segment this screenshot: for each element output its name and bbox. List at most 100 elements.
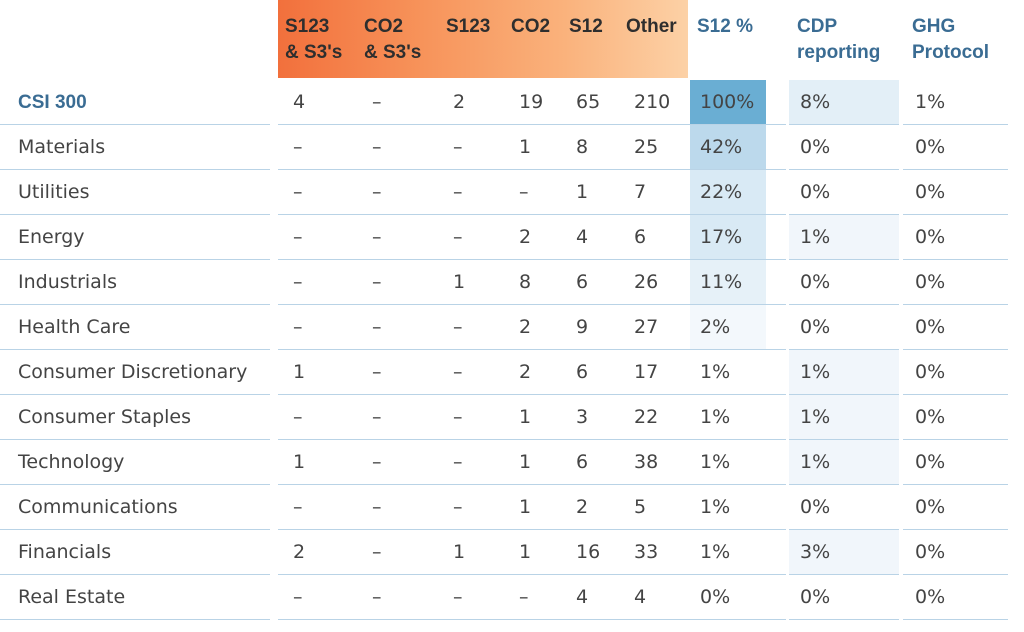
table-cell: –: [372, 136, 382, 158]
row-separator: [692, 259, 786, 260]
table-cell: 65: [576, 91, 601, 113]
row-label: CSI 300: [18, 92, 87, 113]
row-separator: [0, 484, 270, 485]
table-cell: –: [372, 271, 382, 293]
table-cell: –: [372, 586, 382, 608]
table-cell: –: [293, 181, 303, 203]
table-cell: 25: [634, 136, 659, 158]
column-header-line: S123: [446, 16, 491, 37]
table-cell: 1: [519, 451, 532, 473]
table-cell: 2: [519, 361, 532, 383]
table-cell: 4: [576, 226, 589, 248]
table-cell: 42%: [700, 136, 743, 158]
table-cell: –: [293, 316, 303, 338]
header-gradient-band: [278, 0, 688, 78]
table-cell: 4: [576, 586, 589, 608]
table-cell: 1%: [700, 451, 731, 473]
column-header-ghg-protocol-9: GHG Protocol: [912, 0, 989, 78]
column-header-s12-7: S12 %: [697, 0, 753, 78]
table-cell: 0%: [800, 496, 831, 518]
table-cell: –: [372, 91, 382, 113]
table-cell: 100%: [700, 91, 755, 113]
table-cell: –: [453, 361, 463, 383]
row-label: Materials: [18, 136, 106, 158]
s12-pct-heat-cell: [690, 170, 766, 214]
table-cell: 0%: [800, 136, 831, 158]
table-cell: 9: [576, 316, 589, 338]
table-cell: 19: [519, 91, 544, 113]
table-cell: 1: [519, 136, 532, 158]
table-cell: –: [293, 226, 303, 248]
table-cell: 2: [293, 541, 306, 563]
table-cell: 2: [576, 496, 589, 518]
row-separator: [692, 394, 786, 395]
table-cell: 1: [453, 541, 466, 563]
s12-pct-heat-cell: [690, 80, 766, 124]
table-cell: 1: [293, 361, 306, 383]
row-separator: [903, 394, 1008, 395]
table-cell: –: [453, 226, 463, 248]
table-cell: 0%: [915, 181, 946, 203]
table-cell: 4: [293, 91, 306, 113]
table-row: Materials – – – 1 8 25 42% 0% 0%: [0, 125, 1024, 170]
table-cell: 0%: [915, 406, 946, 428]
row-separator: [903, 619, 1008, 620]
row-separator: [278, 349, 692, 350]
table-cell: 38: [634, 451, 659, 473]
row-separator: [278, 484, 692, 485]
row-label: Energy: [18, 226, 85, 248]
row-separator: [903, 169, 1008, 170]
table-cell: 1%: [700, 361, 731, 383]
table-cell: –: [372, 451, 382, 473]
row-separator: [0, 214, 270, 215]
row-separator: [278, 169, 692, 170]
table-cell: 0%: [915, 451, 946, 473]
table-cell: 8: [576, 136, 589, 158]
row-separator: [278, 304, 692, 305]
table-cell: –: [372, 496, 382, 518]
row-separator: [692, 304, 786, 305]
row-separator: [278, 574, 692, 575]
row-separator: [692, 169, 786, 170]
index-row: CSI 300 4 – 2 19 65 210 100% 8% 1%: [0, 80, 1024, 125]
table-cell: 0%: [800, 181, 831, 203]
table-cell: –: [453, 316, 463, 338]
row-separator: [692, 439, 786, 440]
column-header-line: GHG: [912, 16, 956, 37]
s12-pct-heat-cell: [690, 305, 766, 349]
table-cell: 0%: [915, 136, 946, 158]
table-cell: 6: [634, 226, 647, 248]
row-separator: [692, 214, 786, 215]
row-separator: [789, 169, 899, 170]
column-header-s123-s3-s-1: S123 & S3's: [285, 0, 342, 78]
s12-pct-heat-cell: [690, 215, 766, 259]
row-separator: [0, 349, 270, 350]
table-cell: 6: [576, 271, 589, 293]
row-separator: [789, 529, 899, 530]
row-separator: [0, 304, 270, 305]
table-row: Financials 2 – 1 1 16 33 1% 3% 0%: [0, 530, 1024, 575]
row-separator: [278, 259, 692, 260]
table-cell: 1: [519, 406, 532, 428]
table-cell: 6: [576, 451, 589, 473]
row-separator: [692, 349, 786, 350]
row-separator: [278, 394, 692, 395]
table-cell: –: [293, 586, 303, 608]
row-separator: [789, 349, 899, 350]
table-cell: 1%: [800, 226, 831, 248]
table-cell: 1: [453, 271, 466, 293]
row-separator: [0, 439, 270, 440]
table-cell: 210: [634, 91, 671, 113]
table-cell: 1: [519, 496, 532, 518]
table-cell: –: [453, 496, 463, 518]
column-header-line: & S3's: [285, 42, 343, 63]
row-separator: [278, 439, 692, 440]
table-cell: 17%: [700, 226, 743, 248]
table-cell: 0%: [700, 586, 731, 608]
row-label: Industrials: [18, 271, 118, 293]
table-cell: –: [453, 406, 463, 428]
table-cell: –: [519, 586, 529, 608]
table-row: Communications – – – 1 2 5 1% 0% 0%: [0, 485, 1024, 530]
row-label: Utilities: [18, 181, 90, 203]
table-cell: 1%: [700, 496, 731, 518]
